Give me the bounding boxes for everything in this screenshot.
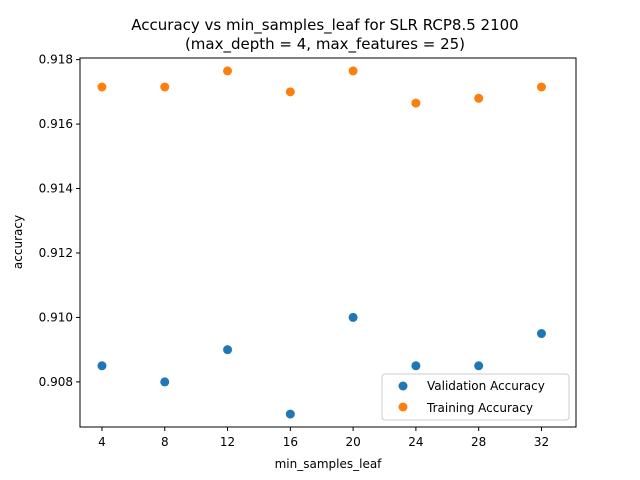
- chart-title: Accuracy vs min_samples_leaf for SLR RCP…: [131, 16, 518, 35]
- x-tick-label: 8: [161, 435, 169, 449]
- validation-point: [97, 361, 107, 371]
- legend-label-training: Training Accuracy: [426, 401, 533, 415]
- x-tick-label: 4: [98, 435, 106, 449]
- training-point: [160, 82, 170, 92]
- validation-point: [285, 409, 295, 419]
- validation-point: [474, 361, 484, 371]
- x-tick-label: 28: [471, 435, 486, 449]
- validation-point: [411, 361, 421, 371]
- x-axis-label: min_samples_leaf: [275, 457, 383, 471]
- y-axis-ticks: 0.908 0.910 0.912 0.914 0.916 0.918: [39, 53, 80, 389]
- x-axis-ticks: 4 8 12 16 20 24 28 32: [98, 427, 549, 449]
- x-tick-label: 12: [220, 435, 235, 449]
- validation-point: [536, 329, 546, 339]
- y-tick-label: 0.908: [39, 375, 73, 389]
- training-point: [536, 82, 546, 92]
- validation-point: [348, 312, 358, 322]
- training-point: [348, 66, 358, 76]
- training-point: [97, 82, 107, 92]
- y-tick-label: 0.916: [39, 117, 73, 131]
- training-point: [223, 66, 233, 76]
- y-tick-label: 0.914: [39, 182, 73, 196]
- training-point: [474, 93, 484, 103]
- legend-marker-validation: [398, 381, 408, 391]
- validation-point: [160, 377, 170, 387]
- x-tick-label: 24: [408, 435, 423, 449]
- data-points: [97, 66, 546, 419]
- legend-label-validation: Validation Accuracy: [427, 379, 545, 393]
- y-tick-label: 0.918: [39, 53, 73, 67]
- legend-box: [381, 373, 570, 421]
- y-axis-label: accuracy: [11, 215, 25, 269]
- x-tick-label: 16: [283, 435, 298, 449]
- legend: Validation Accuracy Training Accuracy: [381, 373, 570, 421]
- training-point: [411, 98, 421, 108]
- x-tick-label: 20: [345, 435, 360, 449]
- y-tick-label: 0.912: [39, 246, 73, 260]
- legend-marker-training: [398, 402, 408, 412]
- plot-frame: [79, 57, 577, 428]
- y-tick-label: 0.910: [39, 310, 73, 324]
- validation-point: [223, 345, 233, 355]
- chart-subtitle: (max_depth = 4, max_features = 25): [185, 35, 465, 54]
- x-tick-label: 32: [534, 435, 549, 449]
- training-point: [285, 87, 295, 97]
